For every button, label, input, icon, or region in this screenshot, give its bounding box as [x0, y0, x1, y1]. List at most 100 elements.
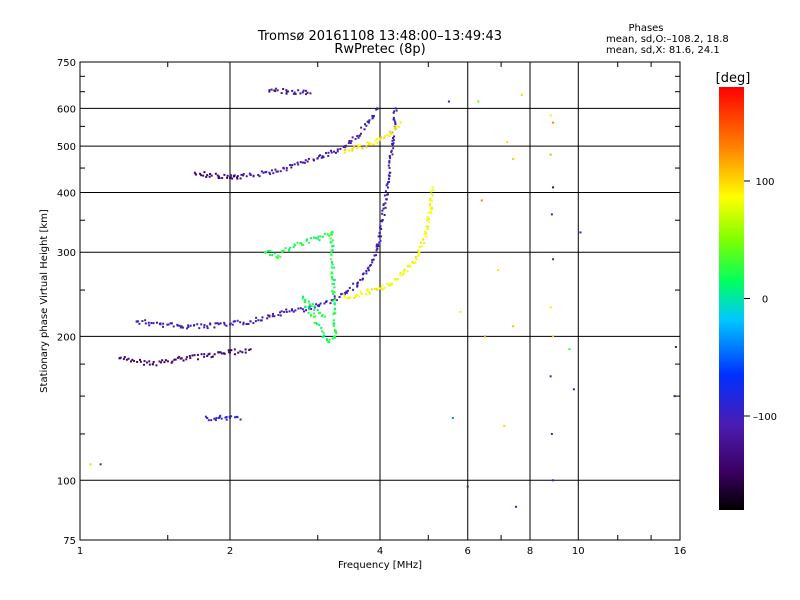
data-point — [305, 309, 308, 312]
data-point — [233, 175, 236, 178]
data-point — [248, 348, 251, 351]
data-point — [393, 110, 396, 113]
data-point — [428, 217, 431, 220]
data-point — [200, 174, 203, 177]
data-point — [125, 358, 128, 361]
data-point — [176, 324, 179, 327]
data-point — [389, 133, 392, 136]
data-point — [282, 249, 285, 252]
data-point — [333, 302, 336, 305]
data-point — [351, 136, 354, 139]
data-point — [313, 306, 316, 309]
data-point — [430, 199, 433, 202]
data-point — [273, 89, 276, 92]
data-point — [266, 317, 269, 320]
data-point — [173, 358, 176, 361]
data-point — [159, 361, 162, 364]
data-point — [392, 142, 395, 145]
data-point — [371, 114, 374, 117]
colorbar-label: [deg] — [716, 71, 751, 86]
data-point — [293, 244, 296, 247]
data-point — [236, 176, 239, 179]
y-tick-label: 100 — [57, 476, 76, 487]
data-point — [317, 235, 320, 238]
data-point — [269, 173, 272, 176]
data-point — [172, 325, 175, 328]
data-point — [290, 166, 293, 169]
data-point — [282, 167, 285, 170]
data-point — [323, 232, 326, 235]
data-point — [279, 170, 282, 173]
data-point — [357, 136, 360, 139]
data-point — [316, 157, 319, 160]
data-point — [370, 288, 373, 291]
data-point — [189, 324, 192, 327]
data-point — [381, 212, 384, 215]
data-point — [207, 419, 210, 422]
data-point — [384, 190, 387, 193]
data-point — [386, 282, 389, 285]
data-point — [269, 249, 272, 252]
data-point — [245, 322, 248, 325]
data-point — [214, 322, 217, 325]
data-point — [306, 238, 309, 241]
data-point — [390, 283, 393, 286]
data-point — [343, 145, 346, 148]
data-point — [372, 258, 375, 261]
data-point — [316, 237, 319, 240]
data-point — [391, 132, 394, 135]
data-point — [349, 296, 352, 299]
data-point — [301, 308, 304, 311]
data-point — [426, 216, 429, 219]
data-point — [309, 237, 312, 240]
data-point — [447, 100, 450, 103]
data-point — [392, 139, 395, 142]
data-point — [341, 292, 344, 295]
data-point — [193, 354, 196, 357]
data-point — [376, 107, 379, 110]
data-point — [383, 136, 386, 139]
data-point — [328, 234, 331, 237]
data-point — [317, 155, 320, 158]
data-point — [194, 173, 197, 176]
data-point — [333, 311, 336, 314]
data-point — [379, 287, 381, 290]
data-point — [276, 170, 279, 173]
data-point — [430, 212, 433, 215]
data-point — [179, 326, 182, 329]
data-point — [365, 124, 368, 127]
data-point — [187, 324, 190, 327]
data-point — [550, 213, 553, 216]
data-point — [362, 272, 365, 275]
data-point — [321, 314, 324, 317]
data-point — [226, 174, 229, 177]
data-point — [170, 361, 173, 364]
x-tick-label: 2 — [227, 546, 233, 557]
data-point — [338, 296, 341, 299]
data-point — [334, 336, 337, 339]
data-point — [331, 272, 334, 275]
data-point — [343, 151, 346, 154]
data-point — [389, 157, 392, 160]
data-point — [426, 227, 429, 230]
data-point — [380, 227, 383, 230]
data-point — [174, 358, 177, 361]
data-point — [351, 147, 354, 150]
data-point — [308, 308, 311, 311]
data-point — [161, 359, 164, 362]
data-point — [236, 177, 239, 180]
data-point — [418, 245, 421, 248]
data-point — [290, 309, 293, 312]
data-point — [349, 142, 352, 145]
data-point — [392, 116, 395, 119]
data-point — [150, 322, 153, 325]
data-point — [331, 245, 334, 248]
data-point — [232, 320, 235, 323]
data-point — [214, 419, 217, 422]
data-point — [372, 114, 375, 117]
data-point — [271, 315, 274, 318]
colorbar-tick-label: 0 — [762, 295, 768, 306]
data-point — [276, 256, 279, 259]
data-point — [270, 169, 273, 172]
data-point — [365, 145, 368, 148]
